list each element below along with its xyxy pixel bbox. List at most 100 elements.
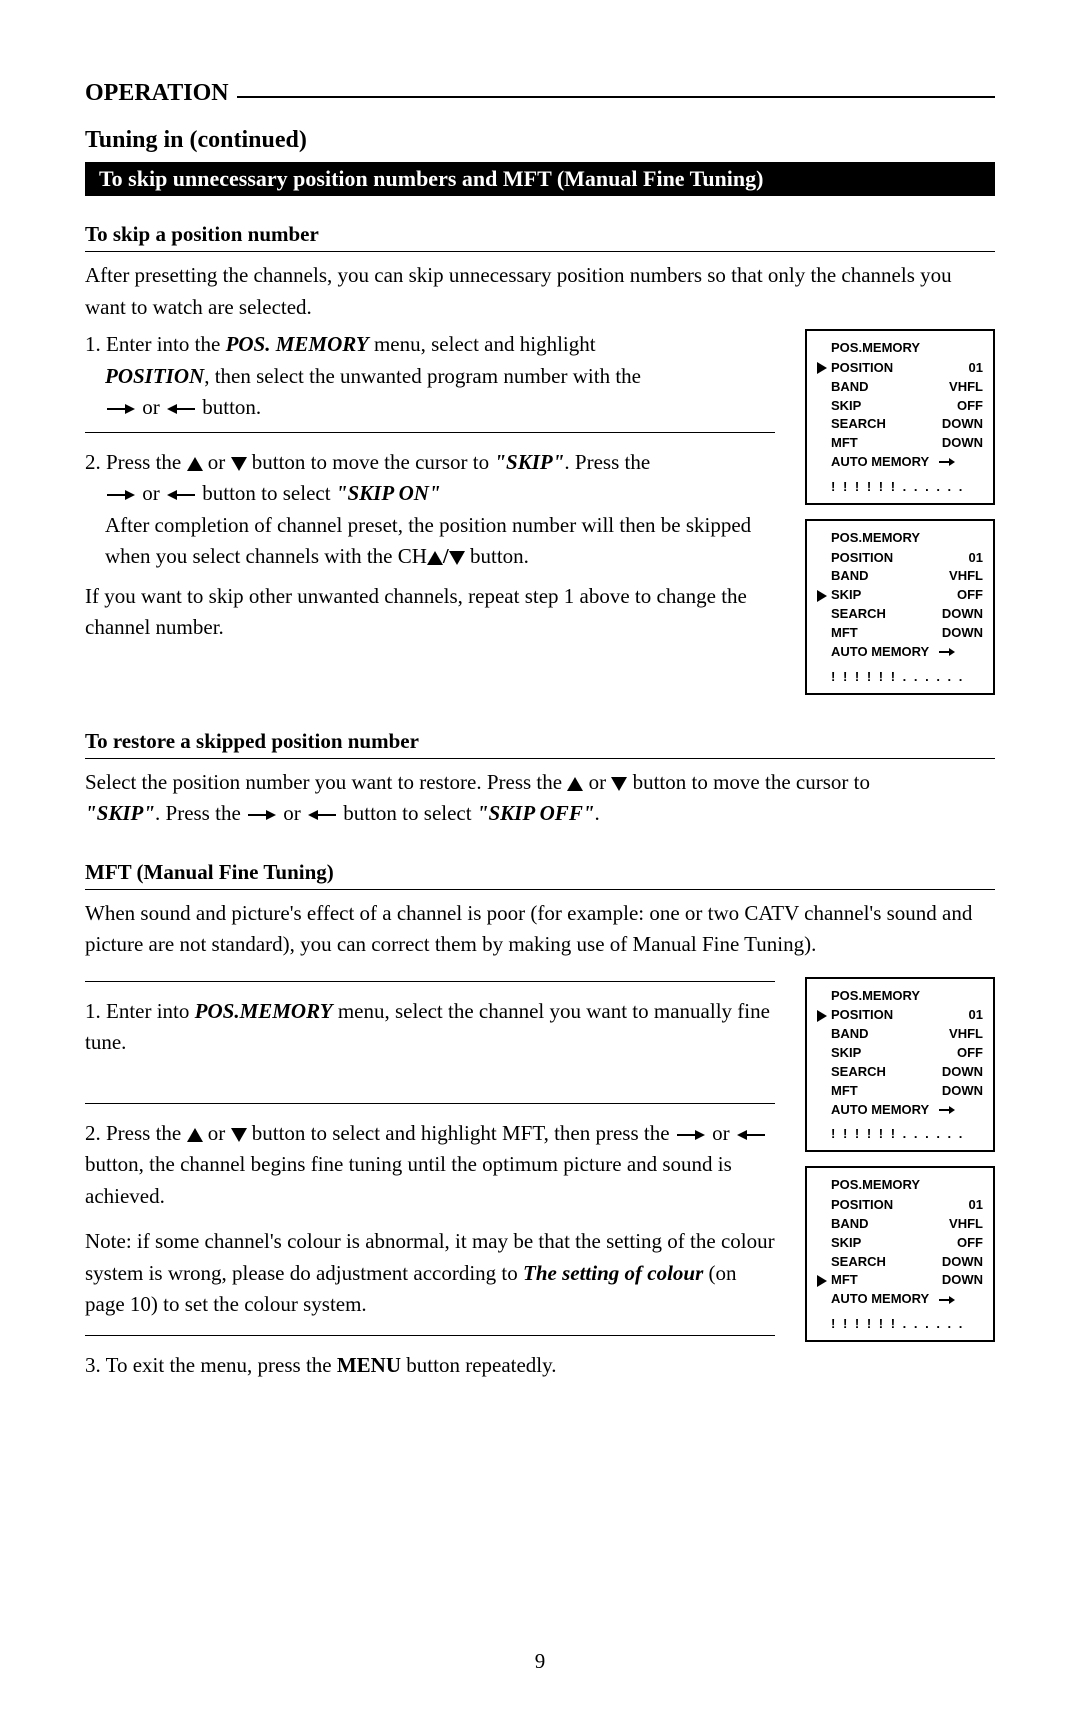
- osd-label: POSITION: [831, 1006, 939, 1025]
- text: menu, select and highlight: [369, 332, 596, 356]
- osd-label: BAND: [831, 1025, 939, 1044]
- osd-dots: ! ! ! ! ! ! . . . . . .: [817, 662, 983, 687]
- osd-row: AUTO MEMORY: [817, 1101, 983, 1120]
- osd-value: VHFL: [939, 1215, 983, 1234]
- rule: [85, 889, 995, 890]
- text: button to move the cursor to: [247, 450, 495, 474]
- osd-label: SKIP: [831, 586, 939, 605]
- text: or: [278, 801, 306, 825]
- skip-step-1: 1. Enter into the POS. MEMORY menu, sele…: [85, 329, 775, 424]
- osd-row: SEARCHDOWN: [817, 415, 983, 434]
- skip-step-2: 2. Press the or button to move the curso…: [85, 447, 775, 573]
- cursor-icon: [817, 362, 831, 374]
- osd-row: AUTO MEMORY: [817, 1290, 983, 1309]
- arrow-left-icon: [165, 402, 197, 416]
- cursor-icon: [817, 1275, 831, 1287]
- text: 1. Enter into: [85, 999, 195, 1023]
- arrow-right-icon: [105, 488, 137, 502]
- triangle-down-icon: [231, 1128, 247, 1142]
- triangle-down-icon: [611, 777, 627, 791]
- osd-label: MFT: [831, 624, 939, 643]
- text: 3. To exit the menu, press the: [85, 1353, 337, 1377]
- osd-value: OFF: [939, 1044, 983, 1063]
- osd-row: MFTDOWN: [817, 624, 983, 643]
- osd-value: [939, 1105, 983, 1115]
- osd-value: 01: [939, 359, 983, 378]
- osd-value: 01: [939, 1196, 983, 1215]
- osd-box-3: POS.MEMORYPOSITION01BANDVHFLSKIPOFFSEARC…: [805, 977, 995, 1153]
- arrow-right-icon: [246, 808, 278, 822]
- osd-value: DOWN: [939, 624, 983, 643]
- osd-row: POSITION01: [817, 359, 983, 378]
- osd-row: SEARCHDOWN: [817, 1063, 983, 1082]
- restore-body: Select the position number you want to r…: [85, 767, 995, 830]
- osd-label: AUTO MEMORY: [831, 1101, 939, 1120]
- osd-row: BANDVHFL: [817, 378, 983, 397]
- text: , then select the unwanted program numbe…: [204, 364, 641, 388]
- text: or: [707, 1121, 735, 1145]
- text-emph: "SKIP OFF": [477, 801, 595, 825]
- cursor-icon: [817, 590, 831, 602]
- osd-row: MFTDOWN: [817, 434, 983, 453]
- osd-value: [939, 1295, 983, 1305]
- osd-value: OFF: [939, 1234, 983, 1253]
- triangle-up-icon: [427, 551, 443, 565]
- osd-label: BAND: [831, 1215, 939, 1234]
- text: Select the position number you want to r…: [85, 770, 567, 794]
- manual-page: OPERATION Tuning in (continued) To skip …: [0, 0, 1080, 1734]
- osd-value: OFF: [939, 586, 983, 605]
- text: button, the channel begins fine tuning u…: [85, 1152, 732, 1208]
- skip-intro: After presetting the channels, you can s…: [85, 260, 995, 323]
- osd-label: BAND: [831, 567, 939, 586]
- osd-label: SEARCH: [831, 1253, 939, 1272]
- osd-label: SEARCH: [831, 605, 939, 624]
- osd-row: AUTO MEMORY: [817, 643, 983, 662]
- osd-row: BANDVHFL: [817, 1215, 983, 1234]
- mft-intro: When sound and picture's effect of a cha…: [85, 898, 995, 961]
- osd-box-4: POS.MEMORYPOSITION01BANDVHFLSKIPOFFSEARC…: [805, 1166, 995, 1342]
- rule: [85, 251, 995, 252]
- triangle-up-icon: [187, 1128, 203, 1142]
- rule: [85, 432, 775, 433]
- osd-box-2: POS.MEMORYPOSITION01BANDVHFLSKIPOFFSEARC…: [805, 519, 995, 695]
- osd-dots: ! ! ! ! ! ! . . . . . .: [817, 1119, 983, 1144]
- arrow-left-icon: [735, 1128, 767, 1142]
- osd-label: AUTO MEMORY: [831, 453, 939, 472]
- osd-row: MFTDOWN: [817, 1271, 983, 1290]
- text: or: [203, 450, 231, 474]
- text-emph: "SKIP": [85, 801, 155, 825]
- osd-value: OFF: [939, 397, 983, 416]
- section-skip-title: To skip a position number: [85, 222, 995, 247]
- section-restore-title: To restore a skipped position number: [85, 729, 995, 754]
- osd-box-1: POS.MEMORYPOSITION01BANDVHFLSKIPOFFSEARC…: [805, 329, 995, 505]
- text: button repeatedly.: [401, 1353, 557, 1377]
- triangle-up-icon: [187, 457, 203, 471]
- osd-row: POSITION01: [817, 549, 983, 568]
- page-number: 9: [85, 1649, 995, 1674]
- text: button to select: [338, 801, 477, 825]
- osd-title: POS.MEMORY: [817, 339, 983, 358]
- text: or: [137, 481, 165, 505]
- text: or: [583, 770, 611, 794]
- osd-label: BAND: [831, 378, 939, 397]
- osd-label: SKIP: [831, 397, 939, 416]
- text: .: [594, 801, 599, 825]
- osd-value: VHFL: [939, 378, 983, 397]
- rule: [85, 981, 775, 982]
- cursor-icon: [817, 1010, 831, 1022]
- osd-label: AUTO MEMORY: [831, 643, 939, 662]
- osd-row: POSITION01: [817, 1006, 983, 1025]
- rule: [85, 758, 995, 759]
- osd-label: MFT: [831, 434, 939, 453]
- header-rule: [237, 96, 995, 98]
- text: button.: [197, 395, 261, 419]
- osd-label: POSITION: [831, 549, 939, 568]
- text-emph: MENU: [337, 1353, 401, 1377]
- text: . Press the: [564, 450, 650, 474]
- osd-value: 01: [939, 1006, 983, 1025]
- arrow-right-icon: [675, 1128, 707, 1142]
- osd-row: BANDVHFL: [817, 567, 983, 586]
- osd-value: DOWN: [939, 1082, 983, 1101]
- osd-row: SEARCHDOWN: [817, 1253, 983, 1272]
- rule: [85, 1335, 775, 1336]
